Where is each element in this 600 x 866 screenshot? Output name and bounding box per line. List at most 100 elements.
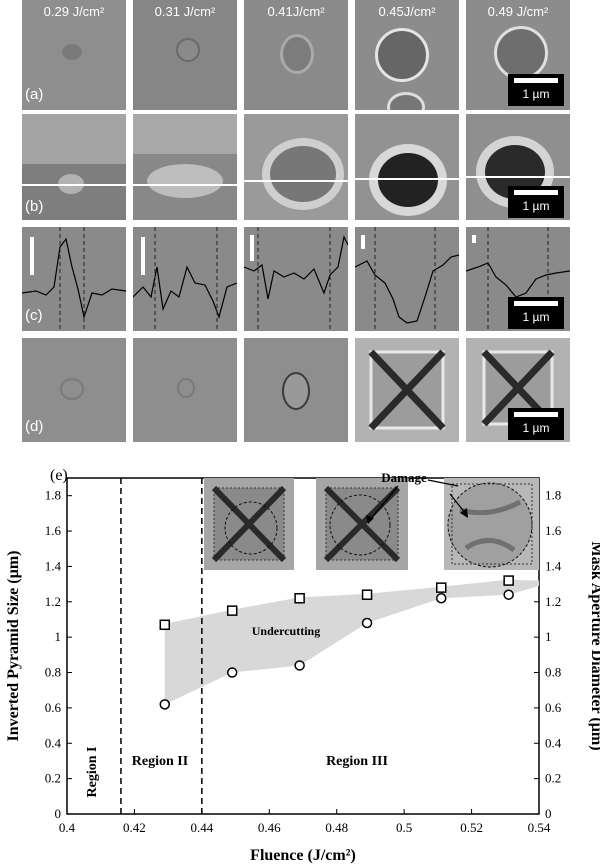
tile-a-4: 0.45J/cm² xyxy=(355,0,459,110)
row-label-d: (d) xyxy=(25,418,44,435)
y-tick-label-left: 1.6 xyxy=(45,523,62,538)
crater-mark xyxy=(280,34,314,74)
tile-b-3 xyxy=(244,114,348,220)
crater-mark xyxy=(282,372,310,410)
row-label-a: (a) xyxy=(25,86,44,103)
y-tick-label-right: 0 xyxy=(545,806,552,821)
x-tick-label: 0.42 xyxy=(123,820,146,835)
inset-image-3 xyxy=(444,478,539,570)
tile-d-1: (d) xyxy=(22,338,126,442)
x-tick-label: 0.52 xyxy=(460,820,483,835)
tile-d-4 xyxy=(355,338,459,442)
crater-mark xyxy=(176,38,200,62)
x-tick-label: 0.5 xyxy=(396,820,412,835)
scale-bar-a: 1 µm xyxy=(508,74,564,106)
y-axis-label-left: Inverted Pyramid Size (µm) xyxy=(5,551,22,742)
column-label-5: 0.49 J/cm² xyxy=(487,4,549,19)
region-i-label: Region I xyxy=(85,747,100,798)
column-label-2: 0.31 J/cm² xyxy=(154,4,216,19)
data-marks xyxy=(159,575,514,710)
y-axis-label-right: Mask Aperture Diameter (µm) xyxy=(588,541,600,750)
tile-b-1: (b) xyxy=(22,114,126,220)
inset-image-1 xyxy=(204,478,294,570)
row-label-b: (b) xyxy=(25,198,44,215)
region-ii-label: Region II xyxy=(132,754,188,769)
tile-c-3 xyxy=(244,227,348,331)
x-tick-label: 0.46 xyxy=(258,820,281,835)
profile-line xyxy=(133,184,237,186)
tile-a-2: 0.31 J/cm² xyxy=(133,0,237,110)
y-tick-label-right: 0.8 xyxy=(545,665,561,680)
tile-c-5: 1 µm xyxy=(466,227,570,331)
aperture-diameter-point xyxy=(294,660,305,671)
column-label-1: 0.29 J/cm² xyxy=(43,4,105,19)
column-label-4: 0.45J/cm² xyxy=(378,4,436,19)
row-label-c: (c) xyxy=(25,307,43,324)
y-tick-label-right: 0.4 xyxy=(545,735,562,750)
tile-d-3 xyxy=(244,338,348,442)
pyramid-size-point xyxy=(294,593,305,604)
x-tick-label: 0.48 xyxy=(325,820,348,835)
damage-arrows xyxy=(366,479,468,524)
tile-c-1: (c) xyxy=(22,227,126,331)
pyramid-size-point xyxy=(361,589,373,600)
y-tick-label-left: 1.8 xyxy=(45,488,61,503)
crater-mark xyxy=(177,378,195,398)
tile-c-2 xyxy=(133,227,237,331)
tile-d-5: 1 µm xyxy=(466,338,570,442)
x-axis-ticks: 0.4 0.42 0.44 0.46 0.48 0.5 0.52 0.54 xyxy=(59,809,551,835)
x-axis-label: Fluence (J/cm²) xyxy=(250,847,356,864)
profile-line xyxy=(466,176,570,178)
y-tick-label-left: 0.4 xyxy=(45,735,62,750)
aperture-diameter-point xyxy=(226,667,238,678)
undercutting-label: Undercutting xyxy=(252,624,320,638)
y-tick-label-right: 1.6 xyxy=(545,523,562,538)
aperture-diameter-point xyxy=(361,617,373,629)
y-tick-label-left: 0.2 xyxy=(45,771,61,786)
pyramid-size-point xyxy=(503,575,514,586)
scale-bar-b: 1 µm xyxy=(508,186,564,218)
y-axis-ticks: 0 0 0.2 0.2 0.4 0.4 0.6 0.6 0.8 0.8 1 1 1.2 1.2 1.4 1.4… xyxy=(45,488,562,821)
crater-mark xyxy=(375,28,429,82)
aperture-diameter-point xyxy=(435,593,447,604)
y-tick-label-left: 1.4 xyxy=(45,558,62,573)
inset-image-2 xyxy=(316,478,408,570)
y-tick-label-right: 0.6 xyxy=(545,700,562,715)
damage-label: Damage xyxy=(381,470,427,485)
x-tick-label: 0.44 xyxy=(190,820,213,835)
aperture-diameter-point xyxy=(503,589,514,600)
pyramid-size-point xyxy=(159,619,171,631)
pyramid-size-point xyxy=(226,605,238,616)
panel-e-label: (e) xyxy=(50,467,68,484)
plot-frame xyxy=(66,477,540,815)
tile-b-2 xyxy=(133,114,237,220)
profile-line xyxy=(244,180,348,182)
column-label-3: 0.41J/cm² xyxy=(267,4,325,19)
scale-bar-d: 1 µm xyxy=(508,408,564,440)
tile-a-3: 0.41J/cm² xyxy=(244,0,348,110)
y-tick-label-left: 1.2 xyxy=(45,594,61,609)
y-tick-label-left: 1 xyxy=(55,629,62,644)
crater-mark xyxy=(60,378,84,400)
profile-line xyxy=(22,184,126,186)
region-iii-label: Region III xyxy=(326,754,388,769)
pyramid-size-point xyxy=(435,582,447,593)
fluence-chart: (e) 0.4 0.42 0.44 0.46 0.48 0.5 0.52 0.54 0 0 0.2… xyxy=(5,467,600,864)
undercutting-area xyxy=(164,579,539,705)
tile-b-5: 1 µm xyxy=(466,114,570,220)
tile-b-4 xyxy=(355,114,459,220)
crater-mark xyxy=(62,44,82,60)
scale-bar-c: 1 µm xyxy=(508,297,564,329)
aperture-diameter-point xyxy=(159,699,171,710)
y-tick-label-left: 0.8 xyxy=(45,665,61,680)
y-tick-label-left: 0.6 xyxy=(45,700,62,715)
y-tick-label-right: 0.2 xyxy=(545,771,561,786)
tile-d-2 xyxy=(133,338,237,442)
crater-mark xyxy=(387,92,425,110)
x-tick-label: 0.4 xyxy=(59,820,76,835)
x-tick-label: 0.54 xyxy=(528,820,551,835)
y-tick-label-right: 1.4 xyxy=(545,558,562,573)
crater-mark xyxy=(494,26,548,80)
y-tick-label-right: 1 xyxy=(545,629,552,644)
tile-c-4 xyxy=(355,227,459,331)
